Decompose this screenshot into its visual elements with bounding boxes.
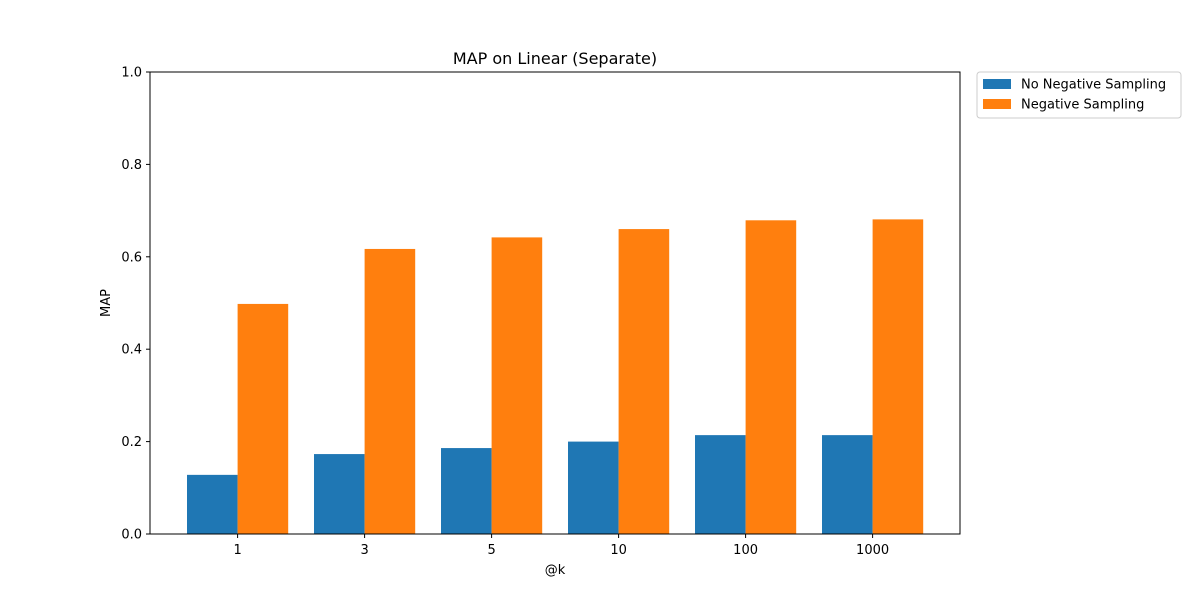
bar-negative-sampling-100	[745, 220, 797, 534]
legend-swatch	[983, 79, 1011, 89]
bars-group	[187, 219, 924, 535]
bar-negative-sampling-10	[618, 229, 670, 534]
bar-negative-sampling-1000	[872, 219, 924, 535]
plot-frame	[149, 71, 961, 535]
y-tick-label: 0.4	[121, 343, 142, 358]
y-tick-label: 0.8	[121, 158, 142, 173]
bar-no-negative-sampling-1000	[822, 435, 873, 534]
bar-no-negative-sampling-10	[568, 441, 619, 534]
y-tick-label: 0.0	[121, 528, 142, 543]
legend-label: No Negative Sampling	[1021, 78, 1166, 93]
x-tick-label: 3	[360, 543, 368, 558]
legend: No Negative Sampling Negative Sampling	[976, 71, 1182, 119]
bar-no-negative-sampling-5	[441, 448, 492, 534]
y-tick-label: 0.6	[121, 250, 142, 265]
x-tick-label: 1000	[856, 543, 889, 558]
bar-negative-sampling-1	[237, 303, 289, 534]
x-tick-label: 100	[733, 543, 758, 558]
x-tick-label: 1	[233, 543, 241, 558]
bar-no-negative-sampling-1	[187, 474, 238, 534]
y-axis-title: MAP	[99, 289, 114, 317]
x-axis: 1 3 5 10 100 1000	[233, 534, 889, 558]
bar-no-negative-sampling-100	[695, 435, 746, 534]
bar-no-negative-sampling-3	[314, 454, 365, 534]
legend-label: Negative Sampling	[1021, 98, 1144, 113]
y-tick-label: 1.0	[121, 66, 142, 81]
x-tick-label: 5	[487, 543, 495, 558]
x-axis-title: @k	[545, 563, 566, 578]
legend-frame	[976, 71, 1182, 119]
y-tick-label: 0.2	[121, 435, 142, 450]
legend-swatch	[983, 99, 1011, 109]
bar-negative-sampling-3	[364, 248, 416, 535]
y-axis: 0.0 0.2 0.4 0.6 0.8 1.0	[121, 66, 150, 543]
bar-negative-sampling-5	[491, 237, 543, 534]
chart-title: MAP on Linear (Separate)	[453, 49, 657, 68]
x-tick-label: 10	[610, 543, 627, 558]
